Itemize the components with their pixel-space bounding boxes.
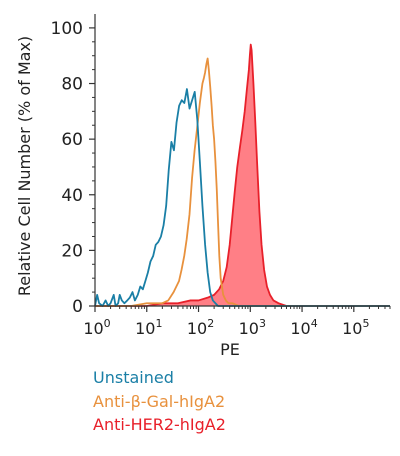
x-tick-label: 101 (135, 317, 162, 338)
legend-item-anti-her2: Anti-HER2-hIgA2 (93, 415, 226, 434)
legend: Unstained Anti-β-Gal-hIgA2 Anti-HER2-hIg… (93, 366, 226, 437)
y-tick-label: 80 (61, 75, 83, 95)
x-tick-label: 102 (187, 317, 214, 338)
series-fill-anti-her2-higa2 (95, 44, 390, 307)
y-tick-label: 0 (72, 297, 83, 317)
series-line-anti-gal-higa2 (95, 57, 390, 307)
y-tick-label: 100 (51, 19, 83, 39)
x-tick-label: 100 (83, 317, 110, 338)
histogram-chart: 0 20 40 60 80 100 100 101 102 103 104 105 PE Relati… (15, 14, 391, 359)
legend-item-unstained: Unstained (93, 368, 174, 387)
series-layer (94, 43, 390, 307)
y-tick-label: 40 (61, 186, 83, 206)
x-axis-label: PE (220, 340, 240, 359)
y-tick-label: 20 (61, 241, 83, 261)
x-tick-label: 103 (239, 317, 266, 338)
series-line-anti-her2-higa2 (95, 43, 390, 307)
x-tick-label: 105 (342, 317, 369, 338)
tick-layer: 0 20 40 60 80 100 100 101 102 103 104 105 (51, 19, 391, 338)
y-tick-label: 60 (61, 130, 83, 150)
x-tick-label: 104 (290, 317, 317, 338)
y-axis-label: Relative Cell Number (% of Max) (15, 36, 34, 296)
legend-item-anti-beta-gal: Anti-β-Gal-hIgA2 (93, 391, 226, 411)
